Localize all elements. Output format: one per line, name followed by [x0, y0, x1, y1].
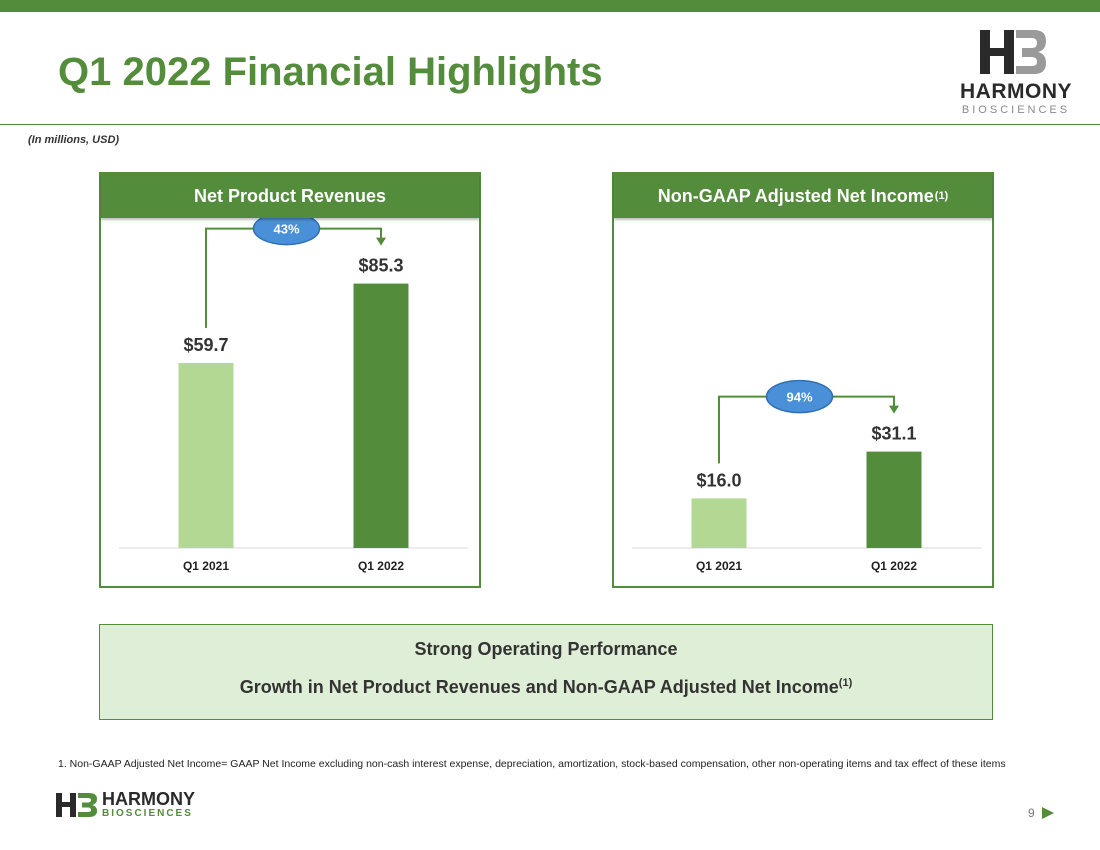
growth-arrow-icon [376, 237, 386, 246]
logo-subtitle: BIOSCIENCES [961, 104, 1071, 116]
summary-subheading: Growth in Net Product Revenues and Non-G… [100, 677, 992, 698]
growth-label: 43% [273, 222, 299, 237]
footer-logo-subtitle: BIOSCIENCES [102, 808, 193, 819]
bar-value-label: $85.3 [358, 256, 403, 276]
hb-logo-mark-icon [980, 30, 1046, 74]
net-product-revenues-chart: $59.7 Q1 2021 $85.3 Q1 2022 43% Net Product … [99, 172, 481, 588]
bar [178, 362, 234, 548]
bar [691, 498, 747, 548]
summary-subheading-text: Growth in Net Product Revenues and Non-G… [239, 677, 839, 697]
x-tick-label: Q1 2021 [183, 559, 229, 573]
next-page-arrow-icon[interactable] [1041, 806, 1055, 820]
bar [353, 283, 409, 548]
harmony-logo: HARMONY BIOSCIENCES [960, 26, 1072, 116]
growth-label: 94% [786, 390, 812, 405]
slide-title: Q1 2022 Financial Highlights [58, 50, 603, 94]
growth-arrow-icon [889, 405, 899, 414]
footnote-marker: (1) [934, 190, 949, 202]
chart-header: Net Product Revenues [101, 174, 479, 218]
logo-wordmark: HARMONY [960, 80, 1072, 103]
page-number: 9 [1028, 806, 1035, 820]
x-tick-label: Q1 2022 [871, 559, 917, 573]
footnote-marker: (1) [838, 677, 853, 689]
footnote: 1. Non-GAAP Adjusted Net Income= GAAP Ne… [58, 758, 1006, 770]
bar-value-label: $16.0 [696, 470, 741, 490]
adjusted-net-income-chart: $16.0 Q1 2021 $31.1 Q1 2022 94% Non-GAAP Adj… [612, 172, 994, 588]
units-note: (In millions, USD) [28, 134, 120, 146]
chart-title: Non-GAAP Adjusted Net Income [657, 185, 934, 206]
footer-logo-wordmark: HARMONY [102, 789, 195, 809]
chart-title: Net Product Revenues [193, 185, 387, 206]
chart-canvas: $16.0 Q1 2021 $31.1 Q1 2022 94% [632, 379, 981, 573]
bar-value-label: $31.1 [871, 424, 916, 444]
bar [866, 451, 922, 548]
hb-logo-mark-icon [56, 793, 97, 817]
x-tick-label: Q1 2021 [696, 559, 742, 573]
chart-canvas: $59.7 Q1 2021 $85.3 Q1 2022 43% [119, 211, 468, 573]
summary-box: Strong Operating Performance Growth in N… [99, 624, 993, 720]
chart-header: Non-GAAP Adjusted Net Income (1) [614, 174, 992, 218]
x-tick-label: Q1 2022 [358, 559, 404, 573]
summary-heading: Strong Operating Performance [414, 639, 678, 659]
title-divider [0, 124, 1100, 125]
growth-badge [765, 379, 834, 414]
footer-logo: HARMONY BIOSCIENCES [55, 789, 215, 821]
bar-value-label: $59.7 [183, 335, 228, 355]
top-accent-bar [0, 0, 1100, 12]
